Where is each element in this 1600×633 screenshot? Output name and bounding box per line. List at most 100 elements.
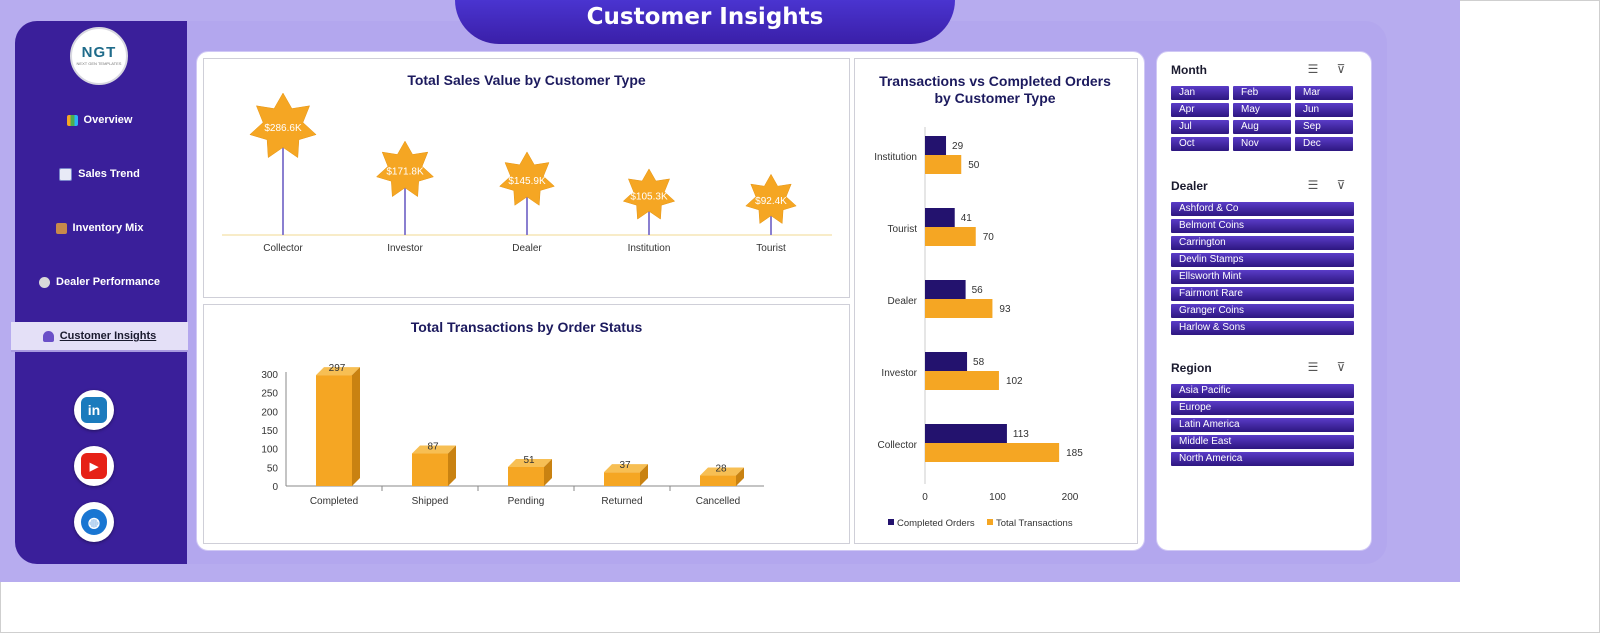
star-marker	[622, 168, 676, 220]
dealer-slicer-item[interactable]: Harlow & Sons	[1171, 321, 1354, 335]
data-label: 185	[1066, 448, 1083, 459]
bar-side	[640, 464, 648, 486]
month-slicer-item[interactable]: Jun	[1295, 103, 1353, 117]
month-slicer-item[interactable]: Jan	[1171, 86, 1229, 100]
dealer-slicer-item[interactable]: Fairmont Rare	[1171, 287, 1354, 301]
dealer-slicer-item[interactable]: Ashford & Co	[1171, 202, 1354, 216]
region-slicer-item[interactable]: Asia Pacific	[1171, 384, 1354, 398]
completed-bar	[925, 424, 1007, 443]
data-label: $145.9K	[508, 176, 546, 187]
bar	[700, 475, 736, 486]
category-label: Dealer	[512, 243, 542, 254]
linkedin-icon: in	[81, 397, 107, 423]
region-slicer-item[interactable]: Europe	[1171, 401, 1354, 415]
sales-value-chart-svg: $286.6K Collector $171.8K Investor $145.9K De…	[222, 92, 832, 254]
month-slicer-item[interactable]: Dec	[1295, 137, 1353, 151]
clear-filter-icon[interactable]: ⊽	[1336, 178, 1346, 192]
month-slicer-item[interactable]: Apr	[1171, 103, 1229, 117]
website-button[interactable]: ◍	[74, 502, 114, 542]
category-label: Investor	[881, 368, 917, 379]
bar-chart-icon	[66, 114, 78, 126]
transactions-bar	[925, 299, 993, 318]
transactions-vs-orders-chart-svg: Institution 29 50 Tourist 41 70 Dealer 56 93 Inve…	[874, 127, 1083, 529]
star-marker	[499, 151, 555, 206]
transactions-bar	[925, 443, 1060, 462]
y-tick-label: 300	[261, 370, 278, 381]
dealer-slicer-item[interactable]: Carrington	[1171, 236, 1354, 250]
multi-select-icon[interactable]: ☰	[1307, 178, 1319, 192]
sidebar-item-label: Sales Trend	[78, 168, 140, 180]
bar	[412, 453, 448, 486]
month-slicer-item[interactable]: May	[1233, 103, 1291, 117]
legend-label: Completed Orders	[897, 518, 975, 529]
chart-title: Total Sales Value by Customer Type	[407, 72, 646, 88]
multi-select-icon[interactable]: ☰	[1307, 62, 1319, 76]
category-label: Shipped	[412, 496, 449, 507]
bar-side	[544, 458, 552, 486]
bar	[604, 472, 640, 486]
bar-top	[700, 467, 744, 476]
category-label: Investor	[387, 243, 423, 254]
category-label: Collector	[263, 243, 303, 254]
data-label: $286.6K	[264, 123, 302, 134]
region-slicer-item[interactable]: Middle East	[1171, 435, 1354, 449]
category-label: Returned	[601, 496, 642, 507]
data-label: 102	[1006, 376, 1023, 387]
sidebar-item-sales-trend[interactable]: Sales Trend	[11, 160, 188, 188]
data-label: $92.4K	[755, 196, 787, 207]
bar-side	[352, 367, 360, 486]
category-label: Tourist	[756, 243, 786, 254]
region-slicer-item[interactable]: Latin America	[1171, 418, 1354, 432]
x-tick-label: 100	[989, 492, 1006, 503]
chart-title: Total Transactions by Order Status	[410, 319, 643, 335]
transactions-bar	[925, 227, 976, 246]
month-slicer-item[interactable]: Jul	[1171, 120, 1229, 134]
sidebar-item-label: Dealer Performance	[56, 276, 160, 288]
clear-filter-icon[interactable]: ⊽	[1336, 62, 1346, 76]
category-label: Institution	[628, 243, 671, 254]
data-label: 28	[715, 464, 727, 475]
month-slicer-item[interactable]: Oct	[1171, 137, 1229, 151]
month-slicer-item[interactable]: Feb	[1233, 86, 1291, 100]
y-tick-label: 50	[267, 463, 279, 474]
legend-label: Total Transactions	[996, 518, 1073, 529]
sidebar-item-inventory-mix[interactable]: Inventory Mix	[11, 214, 188, 242]
sidebar-item-overview[interactable]: Overview	[11, 106, 188, 134]
youtube-button[interactable]: ▶	[74, 446, 114, 486]
multi-select-icon[interactable]: ☰	[1307, 360, 1319, 374]
clear-filter-icon[interactable]: ⊽	[1336, 360, 1346, 374]
dealer-slicer-item[interactable]: Ellsworth Mint	[1171, 270, 1354, 284]
dealer-slicer-item[interactable]: Belmont Coins	[1171, 219, 1354, 233]
bar-top	[604, 464, 648, 473]
month-slicer-item[interactable]: Sep	[1295, 120, 1353, 134]
month-slicer-item[interactable]: Aug	[1233, 120, 1291, 134]
completed-bar	[925, 208, 955, 227]
completed-bar	[925, 280, 966, 299]
data-label: 50	[968, 160, 980, 171]
linkedin-button[interactable]: in	[74, 390, 114, 430]
month-slicer-item[interactable]: Mar	[1295, 86, 1353, 100]
x-tick-label: 200	[1062, 492, 1079, 503]
region-slicer-item[interactable]: North America	[1171, 452, 1354, 466]
globe-icon: ◍	[81, 509, 107, 535]
category-label: Institution	[874, 152, 917, 163]
data-label: 41	[961, 213, 973, 224]
data-label: 37	[619, 460, 631, 471]
completed-bar	[925, 136, 947, 155]
dealer-slicer-item[interactable]: Devlin Stamps	[1171, 253, 1354, 267]
star-marker	[376, 140, 434, 198]
sidebar-item-label: Overview	[83, 114, 133, 126]
month-slicer-item[interactable]: Nov	[1233, 137, 1291, 151]
sidebar-item-dealer-performance[interactable]: Dealer Performance	[11, 268, 188, 296]
y-tick-label: 0	[272, 482, 278, 493]
category-label: Pending	[508, 496, 545, 507]
trend-chart-icon	[59, 167, 73, 181]
sidebar-item-label: Inventory Mix	[72, 222, 144, 234]
sidebar-item-customer-insights[interactable]: Customer Insights	[11, 322, 188, 352]
dealer-slicer-item[interactable]: Granger Coins	[1171, 304, 1354, 318]
logo: NGT NEXT GEN TEMPLATES	[70, 27, 128, 85]
category-label: Collector	[878, 440, 918, 451]
y-tick-label: 250	[261, 389, 278, 400]
chart-title: Transactions vs Completed Orders by Cust…	[879, 73, 1111, 106]
data-label: 113	[1013, 429, 1029, 440]
